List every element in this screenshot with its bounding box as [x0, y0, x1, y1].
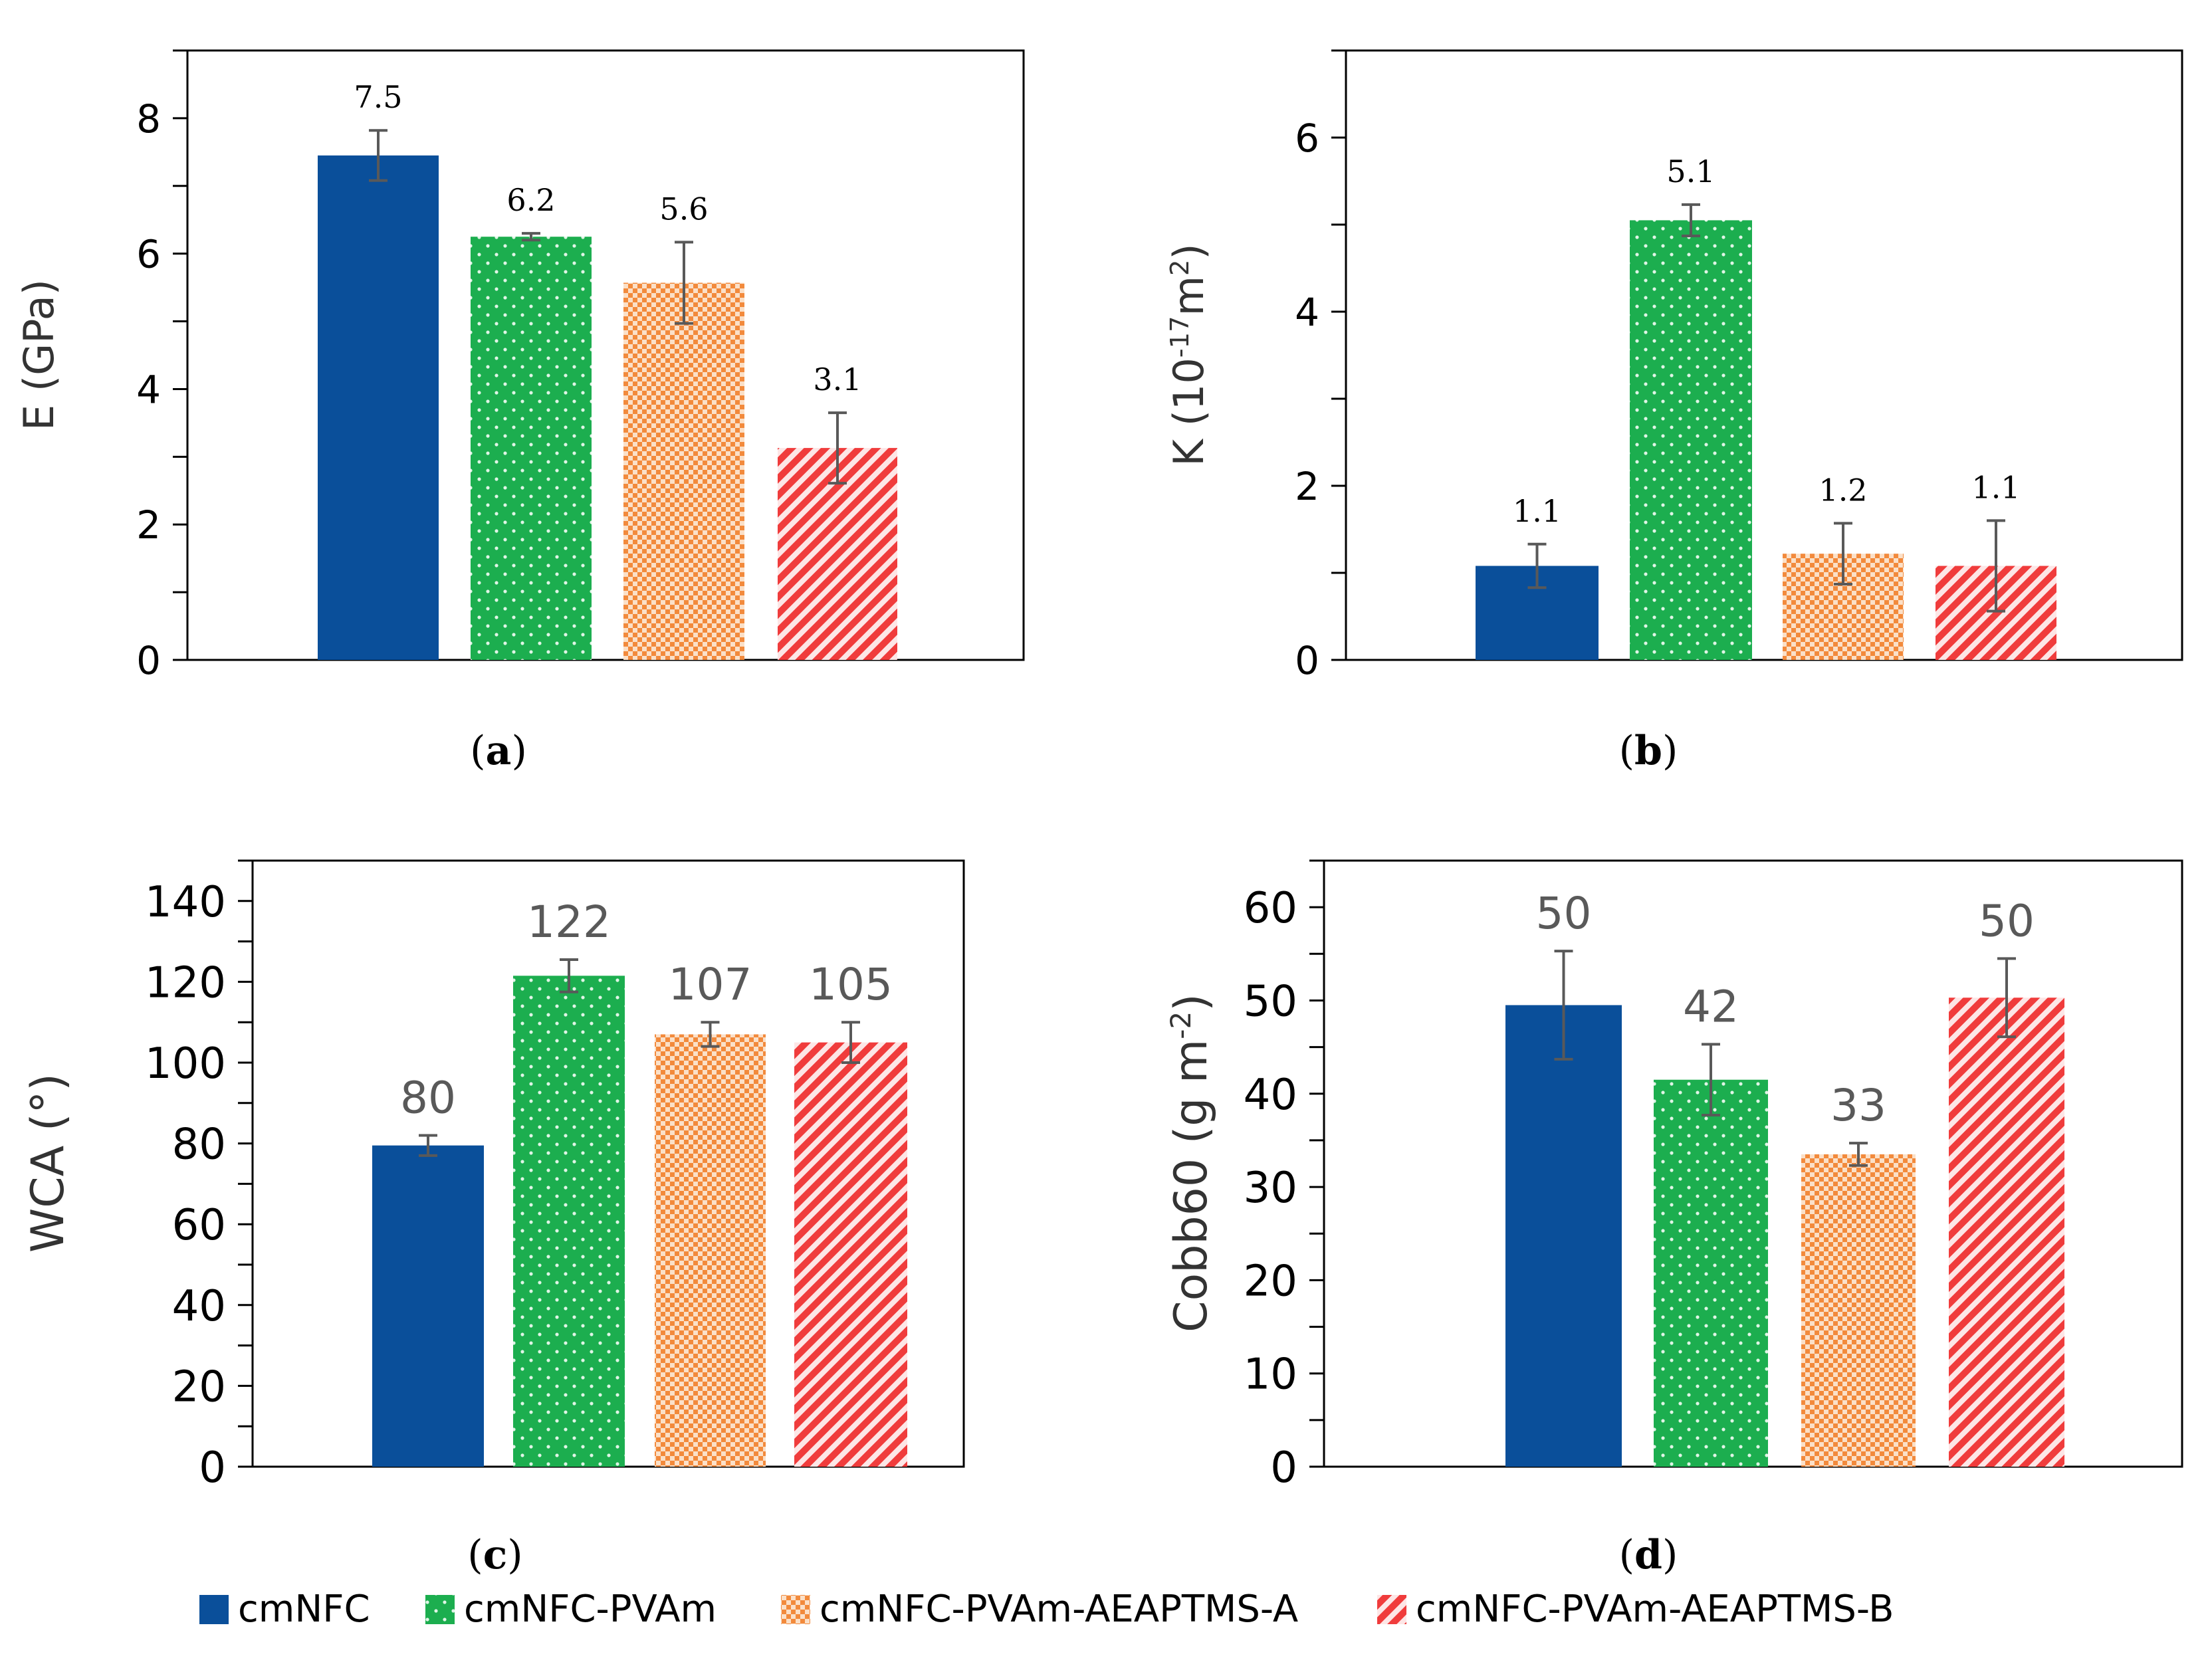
y-tick-label: 40 [1244, 1071, 1297, 1120]
legend-swatch [425, 1595, 455, 1624]
bar [1801, 1154, 1916, 1467]
legend-swatch [781, 1595, 810, 1624]
error-bar [522, 232, 540, 242]
y-tick-label: 0 [1295, 638, 1319, 683]
y-tick-label: 60 [1244, 884, 1297, 933]
y-tick-label: 20 [172, 1362, 226, 1412]
error-bar [560, 958, 578, 994]
data-label: 122 [527, 896, 611, 948]
legend-label: cmNFC-PVAm-AEAPTMS-B [1416, 1588, 1894, 1631]
error-bar [1849, 1142, 1868, 1167]
y-tick-label: 40 [172, 1282, 226, 1331]
legend-label: cmNFC-PVAm-AEAPTMS-A [820, 1588, 1298, 1631]
error-bar [841, 1021, 860, 1064]
y-tick-label: 6 [1295, 116, 1319, 161]
bar [513, 976, 625, 1467]
panel-label: (b) [1619, 728, 1678, 774]
data-label: 1.1 [1971, 469, 2020, 505]
bar [471, 237, 592, 660]
bar [1630, 220, 1752, 660]
error-bar [419, 1134, 437, 1157]
data-label: 7.5 [354, 79, 402, 115]
bar [623, 282, 744, 660]
y-tick-label: 0 [136, 638, 161, 683]
plot-frame [1345, 49, 2183, 661]
bar [318, 155, 439, 660]
error-bar [1554, 950, 1573, 1061]
chart-panels: 0 2 4 6 8 E (GPa) 7.5 6.2 5.6 3.1 (a) 0 2 4 6 K (10-17m… [15, 49, 2183, 1578]
error-bar [1527, 542, 1547, 589]
bar [794, 1042, 907, 1467]
legend-item: cmNFC-PVAm-AEAPTMS-B [1377, 1588, 1894, 1631]
data-label: 5.6 [659, 191, 708, 227]
legend-item: cmNFC-PVAm-AEAPTMS-A [781, 1588, 1298, 1631]
y-tick-label: 8 [136, 96, 161, 142]
legend-item: cmNFC-PVAm [425, 1588, 717, 1631]
data-label: 5.1 [1666, 154, 1715, 189]
error-bar [701, 1021, 720, 1048]
error-bar [1997, 957, 2016, 1039]
chart-panel: 0 10 20 30 40 50 60 Cobb60 (g m-2) 50 42 33 50 (d) [1164, 859, 2183, 1578]
y-axis-title: Cobb60 (g m-2) [1164, 994, 1218, 1332]
data-label: 42 [1683, 981, 1739, 1032]
chart-panel: 0 20 40 60 80 100 120 140 WCA (°) 80 122 107 105 (c) [22, 859, 965, 1578]
data-label: 80 [400, 1072, 456, 1123]
error-bar [1834, 522, 1852, 586]
data-label: 33 [1830, 1080, 1886, 1131]
data-label: 50 [1536, 888, 1592, 939]
chart-panel: 0 2 4 6 K (10-17m2) 1.1 5.1 1.2 1.1 (b) [1164, 49, 2183, 774]
y-tick-label: 100 [145, 1039, 226, 1089]
y-tick-label: 80 [172, 1120, 226, 1170]
error-bar [1682, 203, 1700, 238]
data-label: 107 [669, 959, 752, 1010]
bar [655, 1034, 766, 1467]
y-tick-label: 60 [172, 1201, 226, 1250]
y-tick-label: 4 [136, 367, 161, 412]
legend-item: cmNFC [199, 1588, 370, 1631]
y-tick-label: 0 [199, 1443, 226, 1493]
bar [1505, 1005, 1622, 1467]
error-bar [828, 411, 847, 485]
y-tick-label: 6 [136, 232, 161, 277]
bar [1949, 998, 2064, 1467]
legend-label: cmNFC [238, 1588, 370, 1631]
data-label: 105 [809, 959, 893, 1010]
bar [1654, 1079, 1768, 1467]
panel-label: (a) [470, 728, 527, 774]
y-tick-label: 20 [1244, 1257, 1297, 1306]
y-axis-title: WCA (°) [22, 1073, 74, 1253]
bar [372, 1145, 484, 1467]
y-tick-label: 30 [1244, 1164, 1297, 1213]
data-label: 1.1 [1513, 493, 1561, 529]
plot-frame [186, 49, 1025, 661]
y-tick-label: 2 [1295, 464, 1319, 509]
legend-label: cmNFC-PVAm [464, 1588, 717, 1631]
y-tick-label: 0 [1270, 1443, 1297, 1493]
error-bar [369, 129, 387, 182]
legend-swatch [199, 1595, 229, 1624]
y-tick-label: 120 [145, 958, 226, 1007]
panel-label: (c) [467, 1532, 522, 1578]
y-axis-title: K (10-17m2) [1164, 243, 1213, 466]
panel-label: (d) [1619, 1532, 1678, 1578]
data-label: 3.1 [813, 362, 861, 397]
legend: cmNFC cmNFC-PVAm cmNFC-PVAm-AEAPTMS-A cmNFC… [199, 1588, 1894, 1631]
error-bar [1987, 519, 2005, 613]
error-bar [1702, 1043, 1720, 1117]
error-bar [675, 241, 693, 325]
y-tick-label: 50 [1244, 978, 1297, 1027]
data-label: 1.2 [1819, 472, 1867, 508]
chart-panel: 0 2 4 6 8 E (GPa) 7.5 6.2 5.6 3.1 (a) [15, 49, 1025, 774]
data-label: 6.2 [506, 182, 555, 218]
y-tick-label: 10 [1244, 1350, 1297, 1400]
y-tick-label: 140 [145, 878, 226, 927]
y-axis-title: E (GPa) [15, 279, 63, 431]
data-label: 50 [1979, 895, 2035, 946]
legend-swatch [1377, 1595, 1406, 1624]
y-tick-label: 2 [136, 502, 161, 548]
y-tick-label: 4 [1295, 290, 1319, 335]
